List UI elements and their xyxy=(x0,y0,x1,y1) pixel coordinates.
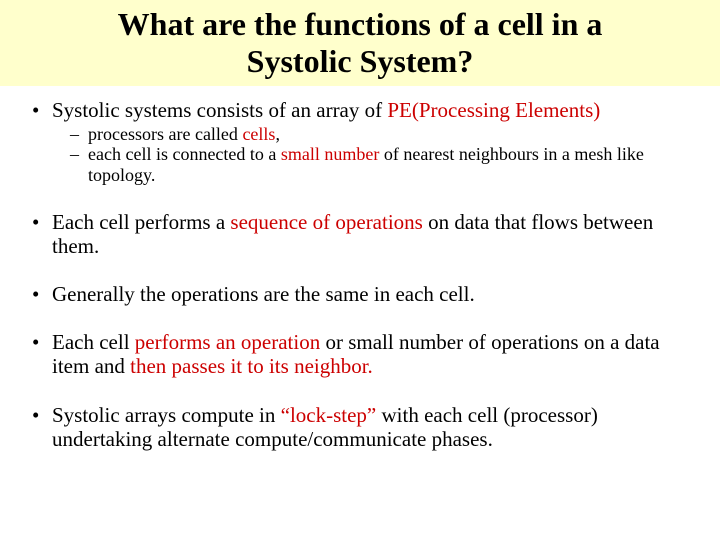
s11-text2: , xyxy=(275,124,280,144)
s11-red: cells xyxy=(242,124,275,144)
b1-text: Systolic systems consists of an array of xyxy=(52,98,387,122)
b2-red: sequence of operations xyxy=(230,210,422,234)
s12-red: small number xyxy=(281,144,379,164)
bullet-4: Each cell performs an operation or small… xyxy=(30,330,690,378)
title-line-2: Systolic System? xyxy=(247,43,474,79)
sub-1-2: each cell is connected to a small number… xyxy=(70,144,690,185)
b4-red1: performs an operation xyxy=(135,330,320,354)
b2-text: Each cell performs a xyxy=(52,210,230,234)
bullet-2: Each cell performs a sequence of operati… xyxy=(30,210,690,258)
b1-red: PE(Processing Elements) xyxy=(387,98,600,122)
title-line-1: What are the functions of a cell in a xyxy=(118,6,603,42)
bullet-list: Systolic systems consists of an array of… xyxy=(30,98,690,451)
bullet-3: Generally the operations are the same in… xyxy=(30,282,690,306)
b4-text: Each cell xyxy=(52,330,135,354)
slide: { "colors": { "title_bg": "#ffffcc", "sl… xyxy=(0,0,720,540)
slide-body: Systolic systems consists of an array of… xyxy=(0,86,720,451)
b5-red: “lock-step” xyxy=(281,403,377,427)
b4-red2: then passes it to its neighbor. xyxy=(130,354,373,378)
b5-text: Systolic arrays compute in xyxy=(52,403,281,427)
b3-text: Generally the operations are the same in… xyxy=(52,282,475,306)
bullet-1: Systolic systems consists of an array of… xyxy=(30,98,690,186)
sub-1-1: processors are called cells, xyxy=(70,124,690,145)
s12-text: each cell is connected to a xyxy=(88,144,281,164)
slide-title: What are the functions of a cell in a Sy… xyxy=(0,0,720,86)
bullet-5: Systolic arrays compute in “lock-step” w… xyxy=(30,403,690,451)
sub-list-1: processors are called cells, each cell i… xyxy=(52,124,690,186)
s11-text: processors are called xyxy=(88,124,242,144)
